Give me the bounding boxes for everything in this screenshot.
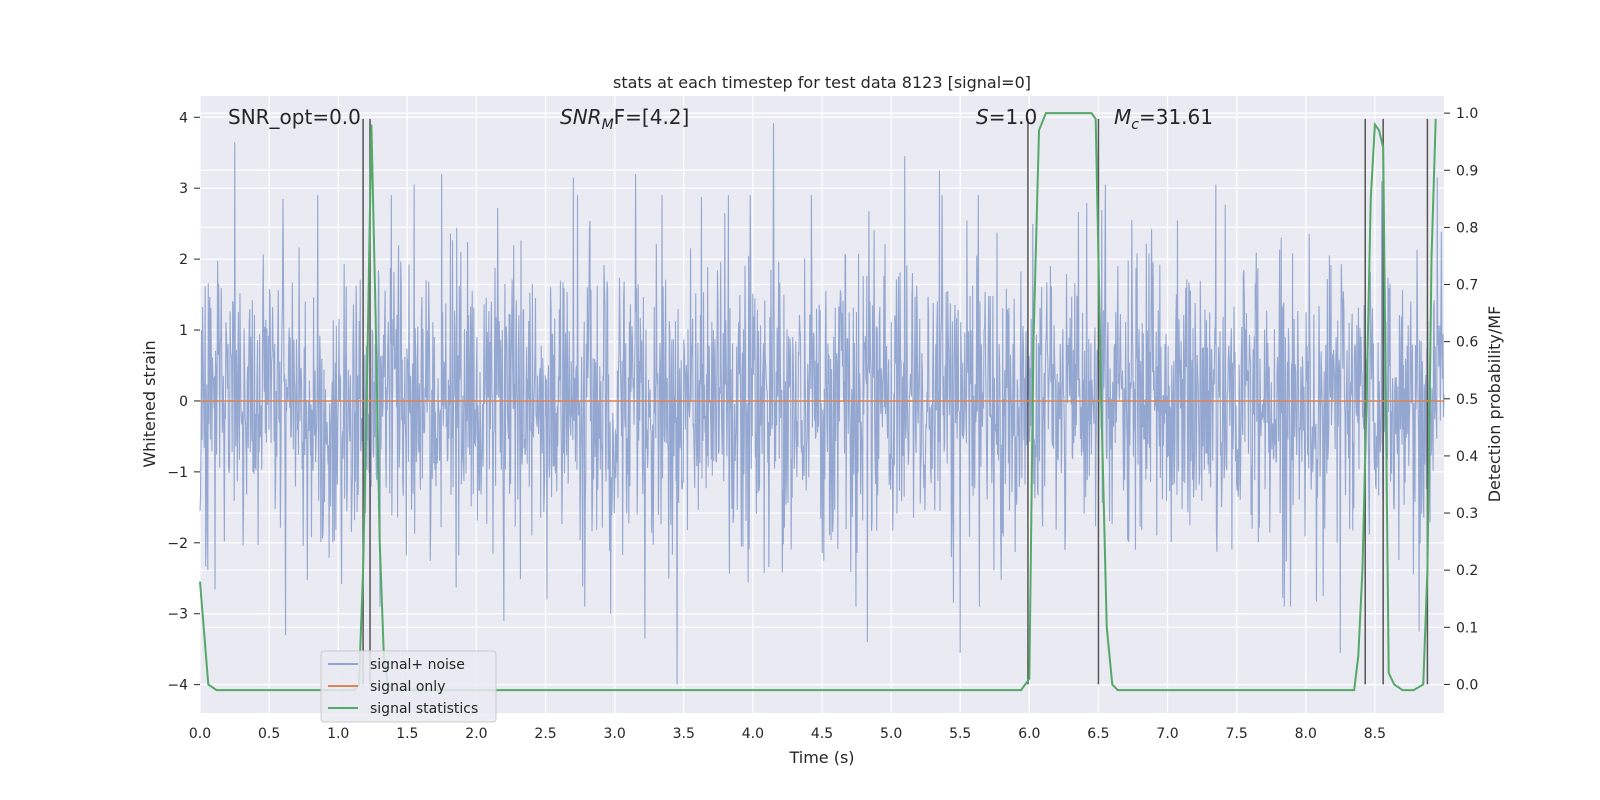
grid-lines xyxy=(199,96,1444,713)
mc-sub: c xyxy=(1131,117,1139,133)
y2-tick-label-4: 0.6 xyxy=(1456,335,1478,351)
y2-tick-label-10: 0.0 xyxy=(1456,677,1478,693)
y2-tick-label-5: 0.5 xyxy=(1456,392,1478,408)
x-tick-label-2: 1.0 xyxy=(327,726,349,742)
x-tick-label-7: 3.5 xyxy=(673,726,695,742)
s-main: S xyxy=(976,105,989,129)
x-axis-label: Time (s) xyxy=(788,748,854,767)
x-tick-label-10: 5.0 xyxy=(880,726,902,742)
x-tick-labels: 0.0 0.5 1.0 1.5 2.0 2.5 3.0 3.5 4.0 4.5 5.0 5.5 6.0 6… xyxy=(189,726,1386,742)
x-tick-label-1: 0.5 xyxy=(258,726,280,742)
x-tick-label-16: 8.0 xyxy=(1295,726,1317,742)
signal-statistics-line xyxy=(199,112,1437,692)
x-tick-label-8: 4.0 xyxy=(742,726,764,742)
y-tick-label-7: −3 xyxy=(167,607,188,623)
x-tick-label-9: 4.5 xyxy=(811,726,833,742)
x-tick-label-15: 7.5 xyxy=(1226,726,1248,742)
y-tick-label-8: −4 xyxy=(167,678,188,694)
y2-tick-label-9: 0.1 xyxy=(1456,620,1478,636)
y-tick-label-3: 1 xyxy=(179,323,188,339)
signal-statistics-path xyxy=(199,112,1437,692)
mc-annotation: Mc=31.61 xyxy=(1114,105,1213,133)
y2-tick-label-0: 1.0 xyxy=(1456,106,1478,122)
legend-label-noise: signal+ noise xyxy=(370,657,465,673)
y-tick-label-0: 4 xyxy=(179,110,188,126)
snr-mf-sub: M xyxy=(602,117,614,133)
x-tick-label-12: 6.0 xyxy=(1018,726,1040,742)
y2-tick-labels: 1.0 0.9 0.8 0.7 0.6 0.5 0.4 0.3 0.2 0.1 0.0 xyxy=(1444,106,1478,693)
y-tick-label-5: −1 xyxy=(167,465,188,481)
x-tick-label-13: 6.5 xyxy=(1087,726,1109,742)
y2-tick-label-2: 0.8 xyxy=(1456,220,1478,236)
y2-tick-label-3: 0.7 xyxy=(1456,278,1478,294)
chart-title: stats at each timestep for test data 812… xyxy=(613,73,1031,92)
snr-mf-rest: F=[4.2] xyxy=(614,105,690,129)
x-tick-label-11: 5.5 xyxy=(949,726,971,742)
y-tick-label-6: −2 xyxy=(167,536,188,552)
x-tick-label-4: 2.0 xyxy=(465,726,487,742)
y2-tick-label-1: 0.9 xyxy=(1456,163,1478,179)
legend-label-signal: signal only xyxy=(370,679,445,695)
y2-tick-label-6: 0.4 xyxy=(1456,449,1478,465)
y-tick-label-4: 0 xyxy=(179,394,188,410)
mc-main: M xyxy=(1114,105,1131,129)
x-tick-label-14: 7.0 xyxy=(1156,726,1178,742)
noise-path xyxy=(199,122,1445,685)
s-annotation: S=1.0 xyxy=(976,105,1037,129)
noise-trace xyxy=(199,122,1445,685)
y-tick-label-1: 3 xyxy=(179,181,188,197)
x-tick-label-3: 1.5 xyxy=(396,726,418,742)
y-tick-labels: 4 3 2 1 0 −1 −2 −3 −4 xyxy=(167,110,200,694)
y2-tick-label-7: 0.3 xyxy=(1456,506,1478,522)
y-tick-label-2: 2 xyxy=(179,252,188,268)
y2-tick-label-8: 0.2 xyxy=(1456,563,1478,579)
snr-opt-annotation: SNR_opt=0.0 xyxy=(228,105,361,129)
y-axis-label: Whitened strain xyxy=(140,340,159,467)
mc-rest: =31.61 xyxy=(1139,105,1213,129)
x-tick-label-17: 8.5 xyxy=(1364,726,1386,742)
x-tick-label-5: 2.5 xyxy=(534,726,556,742)
legend-box xyxy=(320,650,497,723)
s-rest: =1.0 xyxy=(989,105,1038,129)
x-tick-label-6: 3.0 xyxy=(604,726,626,742)
legend: signal+ noise signal only signal statist… xyxy=(320,650,497,723)
x-tick-label-0: 0.0 xyxy=(189,726,211,742)
snr-mf-annotation: SNRMF=[4.2] xyxy=(560,105,689,133)
snr-mf-main: SNR xyxy=(560,105,602,129)
y2-axis-label: Detection probability/MF xyxy=(1485,306,1504,503)
legend-label-stats: signal statistics xyxy=(370,701,478,717)
